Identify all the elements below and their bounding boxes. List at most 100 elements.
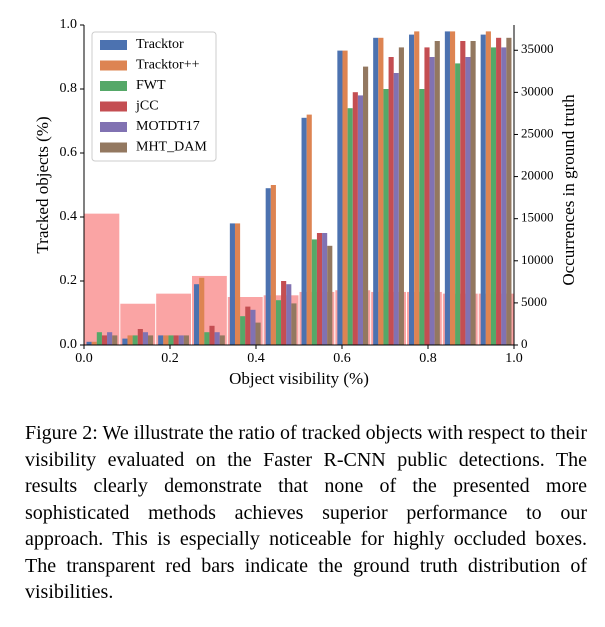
bar	[101, 335, 108, 345]
bar	[163, 335, 169, 345]
bar	[409, 34, 415, 345]
bar	[460, 41, 466, 345]
y2-tick-label: 20000	[521, 168, 554, 183]
bar	[291, 303, 297, 345]
x-tick-label: 0.0	[75, 351, 93, 366]
bar	[245, 306, 251, 345]
bar	[306, 114, 312, 345]
bar	[373, 37, 379, 346]
bar	[229, 223, 235, 345]
bar	[142, 332, 149, 345]
y-tick-label: 0.2	[60, 273, 78, 288]
bar	[91, 341, 97, 345]
bar	[281, 281, 287, 345]
bar	[480, 34, 486, 345]
legend-label: FWT	[136, 78, 166, 93]
legend-label: Tracktor	[136, 37, 184, 52]
bar	[434, 41, 440, 345]
bar	[265, 188, 271, 345]
bar	[275, 300, 282, 345]
bar	[388, 57, 394, 345]
bar	[240, 316, 246, 345]
x-tick-label: 0.8	[419, 351, 437, 366]
y2-tick-label: 30000	[521, 83, 554, 98]
bar	[158, 335, 164, 345]
legend-swatch	[100, 122, 127, 132]
y2-tick-label: 35000	[521, 41, 554, 56]
bar	[178, 335, 184, 345]
y-tick-label: 0.0	[60, 337, 78, 352]
x-tick-label: 1.0	[505, 351, 523, 366]
x-axis-label: Object visibility (%)	[229, 369, 369, 388]
legend-label: Tracktor++	[136, 58, 200, 73]
y2-tick-label: 0	[521, 336, 528, 351]
bar	[301, 117, 307, 345]
bar	[444, 31, 450, 346]
bar	[316, 233, 323, 345]
bar	[363, 66, 369, 345]
x-tick-label: 0.4	[247, 351, 265, 366]
y-axis-label: Tracked objects (%)	[33, 116, 52, 253]
bar	[214, 332, 220, 345]
bar	[485, 31, 491, 346]
chart: Object visibility (%) Tracked objects (%…	[33, 17, 578, 388]
bar	[337, 50, 343, 345]
bar	[506, 37, 512, 346]
bar	[137, 329, 143, 345]
bar	[327, 245, 333, 345]
bar	[132, 335, 138, 345]
bar	[424, 47, 430, 346]
legend-swatch	[100, 142, 127, 153]
bar	[194, 284, 200, 345]
bar	[383, 89, 389, 345]
bar	[414, 31, 420, 346]
bar	[199, 277, 205, 345]
bar	[250, 309, 256, 345]
bar	[429, 57, 435, 345]
bar	[352, 92, 358, 345]
bar	[107, 332, 113, 345]
bar	[204, 332, 210, 345]
bar	[393, 73, 399, 345]
bar	[490, 47, 497, 346]
bar	[322, 233, 328, 345]
bar	[86, 341, 92, 345]
legend-swatch	[100, 40, 127, 50]
y2-tick-label: 10000	[521, 252, 554, 267]
y2-tick-label: 5000	[521, 294, 547, 309]
bar	[311, 239, 317, 345]
x-tick-label: 0.6	[333, 351, 351, 366]
bar	[419, 89, 425, 345]
bar	[148, 335, 154, 345]
legend-label: MHT_DAM	[136, 140, 207, 155]
bar	[286, 284, 292, 345]
bar	[270, 185, 276, 345]
histogram-bar	[84, 213, 120, 345]
y-tick-label: 0.8	[60, 81, 78, 96]
y2-tick-label: 25000	[521, 125, 554, 140]
y-tick-label: 0.4	[60, 209, 78, 224]
bar	[183, 335, 189, 345]
bar	[122, 338, 128, 345]
bar	[378, 37, 384, 346]
bar	[255, 322, 261, 345]
y2-tick-label: 15000	[521, 210, 554, 225]
bar	[496, 37, 502, 346]
bar	[449, 31, 456, 346]
x-tick-label: 0.2	[161, 351, 179, 366]
bar	[219, 335, 225, 345]
bar	[470, 41, 476, 345]
bar	[357, 95, 364, 346]
bar	[127, 335, 133, 345]
bar	[209, 325, 215, 345]
bar	[465, 57, 471, 345]
bar	[342, 50, 348, 345]
legend-swatch	[100, 101, 127, 112]
y2-axis-label: Occurrences in ground truth	[559, 94, 578, 286]
y-tick-label: 1.0	[60, 17, 78, 32]
bar	[234, 223, 241, 345]
bar	[501, 47, 507, 346]
legend-swatch	[100, 81, 127, 91]
bar	[398, 47, 404, 346]
